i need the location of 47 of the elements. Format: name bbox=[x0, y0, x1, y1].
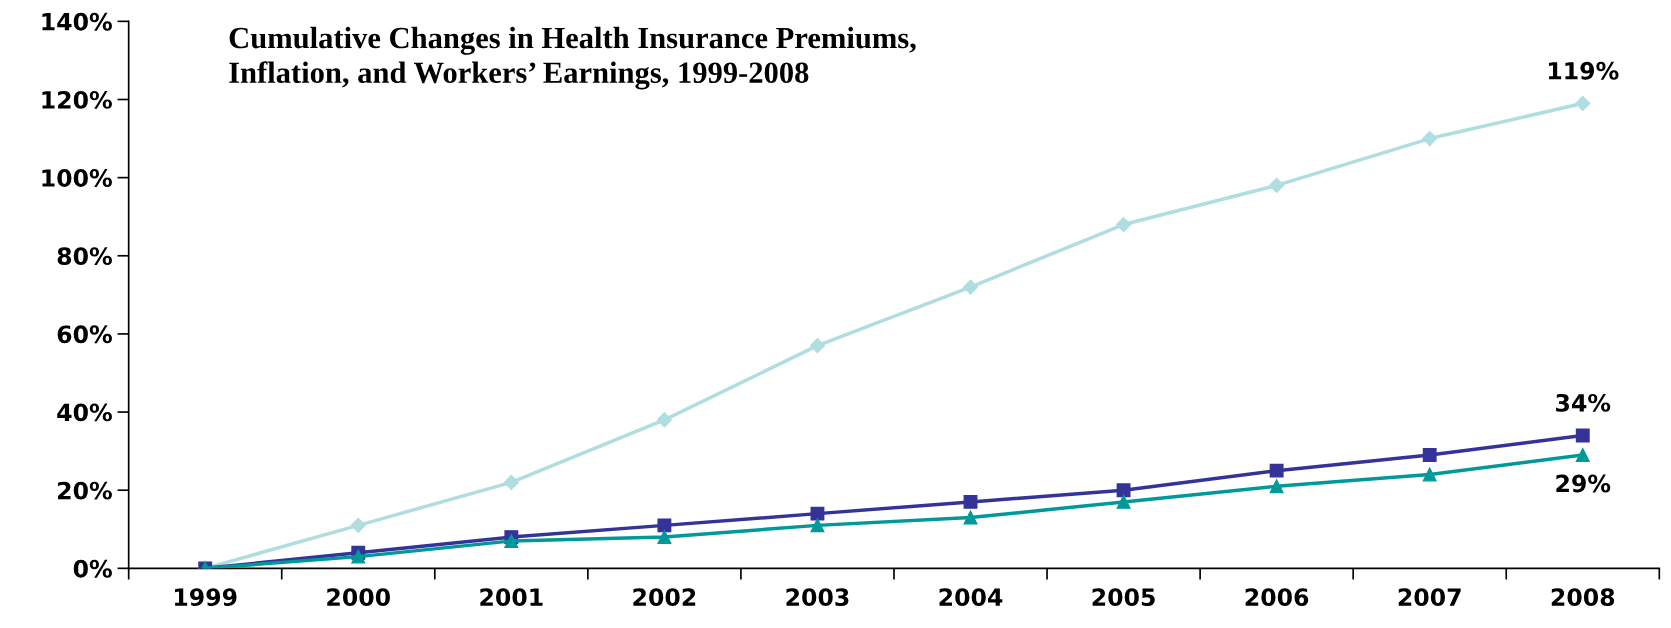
point bbox=[810, 506, 825, 521]
point bbox=[657, 518, 672, 533]
x-tick-label: 2001 bbox=[480, 588, 543, 607]
y-tick-label: 40% bbox=[57, 403, 112, 422]
point bbox=[1422, 448, 1437, 462]
y-tick-label: 0% bbox=[73, 559, 112, 578]
x-tick-label: 2007 bbox=[1398, 588, 1461, 607]
x-tick-label: 2002 bbox=[633, 588, 696, 607]
point bbox=[1116, 216, 1132, 233]
point bbox=[504, 534, 519, 548]
point bbox=[963, 494, 978, 509]
point bbox=[1575, 428, 1590, 443]
point bbox=[1116, 483, 1131, 498]
point bbox=[1116, 494, 1131, 509]
point bbox=[963, 510, 978, 525]
y-tick-label: 100% bbox=[42, 169, 112, 187]
x-tick-label: 2006 bbox=[1245, 588, 1309, 607]
point bbox=[656, 412, 672, 428]
point bbox=[657, 530, 672, 545]
y-tick-label: 60% bbox=[57, 325, 112, 344]
point bbox=[1269, 479, 1284, 494]
point bbox=[962, 279, 979, 295]
y-tick-label: 20% bbox=[58, 481, 112, 500]
x-tick-label: 1999 bbox=[175, 588, 237, 607]
y-tick-label: 140% bbox=[42, 12, 112, 31]
x-tick-label: 2000 bbox=[327, 588, 390, 607]
x-tick-label: 2005 bbox=[1092, 588, 1155, 607]
data-label: 34% bbox=[1556, 393, 1611, 412]
point bbox=[503, 474, 519, 490]
text: Cumulative Changes in Health Insurance Premiums, Inflation, and Workers’ Earnings, 1999-2008 bbox=[229, 26, 916, 90]
point bbox=[1269, 463, 1284, 478]
point bbox=[351, 549, 366, 564]
point bbox=[1422, 467, 1437, 482]
point bbox=[1422, 130, 1438, 147]
y-tick-label: 80% bbox=[57, 247, 112, 266]
point bbox=[1575, 95, 1591, 111]
point bbox=[810, 518, 825, 533]
point bbox=[350, 517, 366, 533]
point bbox=[1575, 448, 1590, 462]
point bbox=[1269, 177, 1285, 194]
data-label: 119% bbox=[1548, 61, 1619, 80]
data-label: 29% bbox=[1556, 474, 1611, 493]
x-tick-label: 2003 bbox=[786, 588, 849, 607]
x-tick-label: 2004 bbox=[939, 588, 1003, 607]
point bbox=[809, 338, 826, 354]
x-tick-label: 2008 bbox=[1551, 588, 1615, 607]
y-tick-label: 120% bbox=[42, 90, 112, 109]
